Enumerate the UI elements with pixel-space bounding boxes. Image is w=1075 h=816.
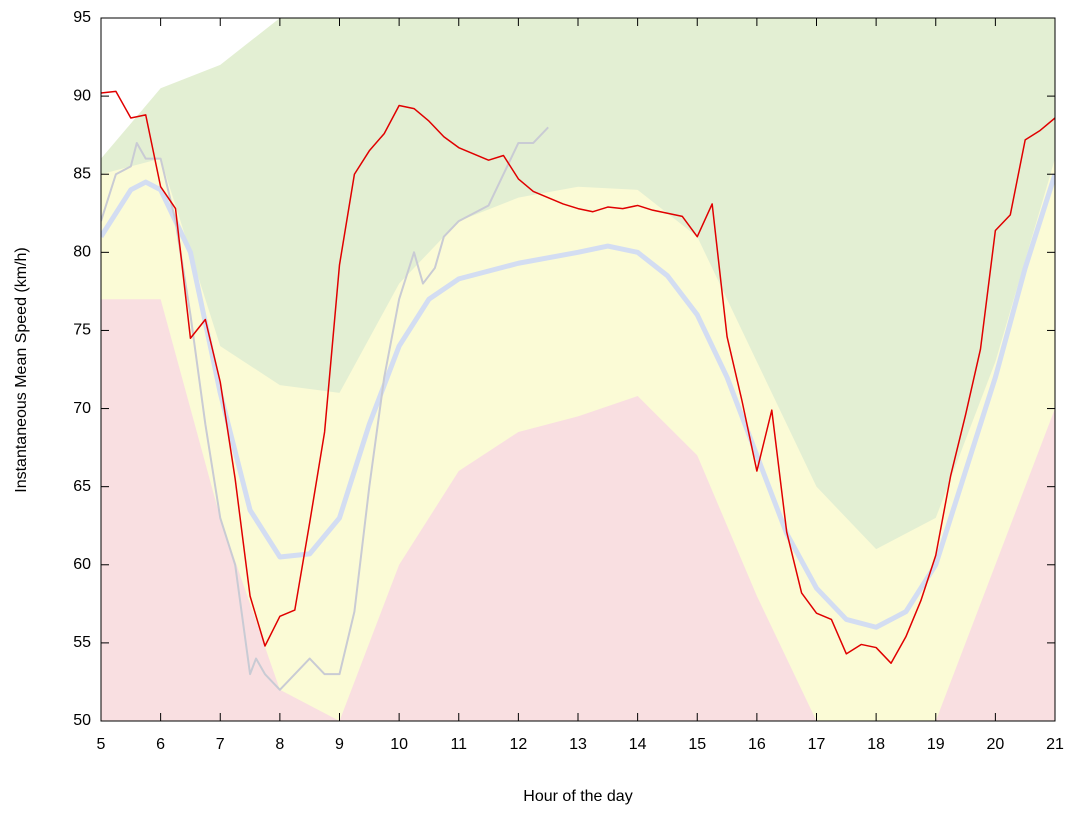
x-tick-label: 12 — [509, 736, 527, 753]
x-tick-label: 20 — [986, 736, 1004, 753]
x-tick-label: 6 — [156, 736, 165, 753]
y-tick-label: 95 — [73, 9, 91, 26]
x-axis-label: Hour of the day — [523, 788, 632, 805]
x-tick-label: 14 — [629, 736, 647, 753]
band-area — [101, 299, 1055, 721]
x-tick-label: 5 — [97, 736, 106, 753]
x-tick-label: 19 — [927, 736, 945, 753]
y-tick-label: 75 — [73, 322, 91, 339]
y-tick-label: 80 — [73, 244, 91, 261]
x-tick-label: 10 — [390, 736, 408, 753]
y-tick-label: 85 — [73, 165, 91, 182]
x-tick-label: 18 — [867, 736, 885, 753]
y-tick-label: 50 — [73, 712, 91, 729]
y-tick-label: 70 — [73, 400, 91, 417]
y-tick-label: 60 — [73, 556, 91, 573]
x-tick-label: 11 — [450, 736, 467, 753]
x-tick-label: 13 — [569, 736, 587, 753]
y-axis-label: Instantaneous Mean Speed (km/h) — [13, 247, 30, 492]
x-tick-label: 17 — [808, 736, 826, 753]
y-tick-label: 65 — [73, 478, 91, 495]
y-tick-label: 90 — [73, 87, 91, 104]
plot-area — [101, 18, 1055, 721]
x-tick-label: 16 — [748, 736, 766, 753]
series-line — [101, 126, 549, 691]
x-tick-label: 7 — [216, 736, 225, 753]
x-tick-label: 21 — [1046, 736, 1064, 753]
x-tick-label: 15 — [688, 736, 706, 753]
series-line — [101, 90, 1055, 664]
x-tick-label: 9 — [335, 736, 344, 753]
y-tick-label: 55 — [73, 634, 91, 651]
x-tick-label: 8 — [275, 736, 284, 753]
